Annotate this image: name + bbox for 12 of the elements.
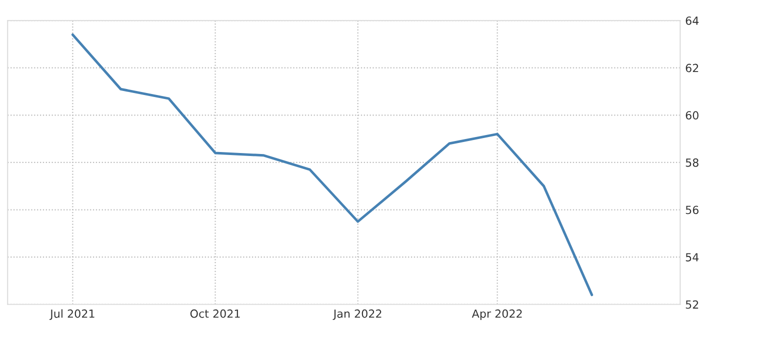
x-tick-label: Oct 2021 (190, 309, 240, 318)
y-tick-label: 64 (686, 16, 699, 25)
x-tick-label: Apr 2022 (472, 309, 522, 320)
y-tick-label: 58 (686, 158, 698, 167)
y-tick-label: 60 (686, 111, 698, 120)
x-tick-label: Jul 2021 (50, 309, 94, 320)
y-tick-label: 54 (686, 253, 699, 262)
y-tick-label: 56 (686, 206, 698, 214)
x-tick-label: Jan 2022 (332, 309, 382, 320)
y-tick-label: 52 (686, 300, 698, 309)
y-tick-label: 62 (686, 64, 698, 72)
line-series (71, 33, 594, 296)
